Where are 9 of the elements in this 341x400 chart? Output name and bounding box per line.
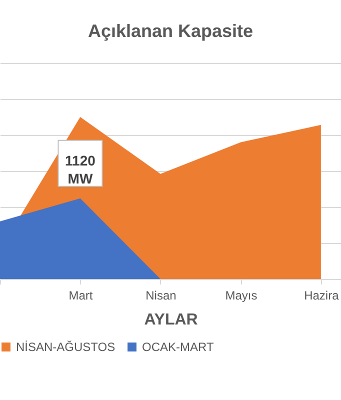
legend-label: OCAK-MART [142,340,214,354]
x-tick-label: Mart [68,288,94,302]
legend-label: NİSAN-AĞUSTOS [16,340,116,354]
x-tick-label: Hazira [304,288,340,302]
x-tick-label: Mayıs [225,288,258,302]
x-axis-title: AYLAR [144,312,198,328]
chart-title: Açıklanan Kapasite [88,21,254,41]
data-label: 1120 MW [65,152,96,186]
x-tick-label: Nisan [146,288,176,302]
